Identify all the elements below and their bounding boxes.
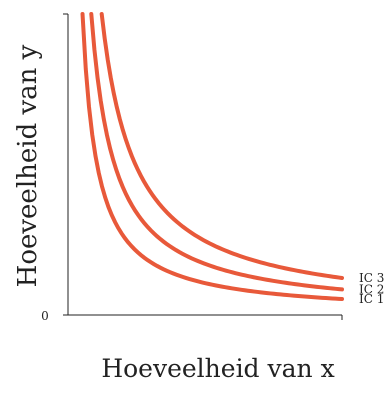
curve-label-ic-3: IC 3	[359, 271, 384, 285]
origin-label: 0	[41, 309, 49, 323]
x-axis	[63, 314, 343, 320]
x-axis-label: Hoeveelheid van x	[101, 354, 334, 383]
indifference-curves	[80, 12, 344, 302]
curve-labels: IC 1IC 2IC 3	[359, 271, 384, 306]
curve-label-ic-1: IC 1	[359, 292, 384, 306]
y-axis	[63, 13, 69, 315]
curve-ic-1	[80, 12, 344, 302]
curve-ic-3	[99, 12, 344, 280]
curve-ic-2	[89, 12, 344, 292]
curve-label-ic-2: IC 2	[359, 282, 384, 296]
y-axis-label: Hoeveelheid van y	[13, 44, 43, 287]
